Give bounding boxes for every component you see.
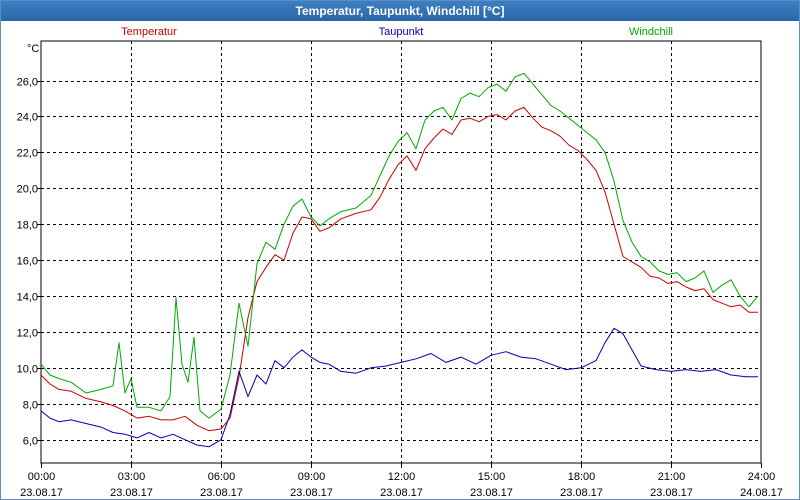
x-tick-label-time: 21:00 [658, 471, 686, 483]
series-line-taupunkt [40, 327, 758, 448]
y-tick-label: 26,0 [17, 77, 38, 89]
legend-taupunkt: Taupunkt [379, 26, 424, 38]
x-tick-label-date: 23.08.17 [200, 487, 243, 499]
y-tick-label: 24,0 [17, 112, 38, 124]
series-line-temperatur [40, 106, 758, 432]
x-tick-label-date: 24.08.17 [740, 487, 783, 499]
window-title: Temperatur, Taupunkt, Windchill [°C] [1, 1, 799, 21]
x-tick-label-date: 23.08.17 [650, 487, 693, 499]
y-tick-label: 20,0 [17, 184, 38, 196]
y-tick-label: 16,0 [17, 256, 38, 268]
y-tick-label: 22,0 [17, 148, 38, 160]
series-line-windchill [40, 72, 759, 419]
y-axis-unit: °C [27, 43, 39, 55]
x-tick-label-time: 15:00 [478, 471, 506, 483]
x-tick-label-time: 18:00 [568, 471, 596, 483]
legend-temperatur: Temperatur [121, 26, 177, 38]
x-tick-label-time: 24:00 [748, 471, 776, 483]
x-tick-label-time: 03:00 [118, 471, 146, 483]
x-tick-label-date: 23.08.17 [290, 487, 333, 499]
y-tick-label: 18,0 [17, 220, 38, 232]
chart-canvas: 6,0 8,0 10,0 12,0 14,0 16,0 18,0 20,0 22,0 24,0 26… [17, 26, 783, 499]
x-tick-label-date: 23.08.17 [20, 487, 63, 499]
y-tick-label: 14,0 [17, 292, 38, 304]
legend-windchill: Windchill [629, 26, 673, 38]
x-tick-label-time: 12:00 [388, 471, 416, 483]
x-tick-label-date: 23.08.17 [560, 487, 603, 499]
y-tick-label: 6,0 [23, 436, 38, 448]
x-tick-label-time: 09:00 [298, 471, 326, 483]
y-tick-label: 10,0 [17, 364, 38, 376]
y-tick-label: 8,0 [23, 400, 38, 412]
x-tick-label-date: 23.08.17 [470, 487, 513, 499]
x-tick-label-date: 23.08.17 [110, 487, 153, 499]
x-tick-label-date: 23.08.17 [380, 487, 423, 499]
x-tick-label-time: 06:00 [208, 471, 236, 483]
y-tick-label: 12,0 [17, 328, 38, 340]
x-tick-label-time: 00:00 [28, 471, 56, 483]
